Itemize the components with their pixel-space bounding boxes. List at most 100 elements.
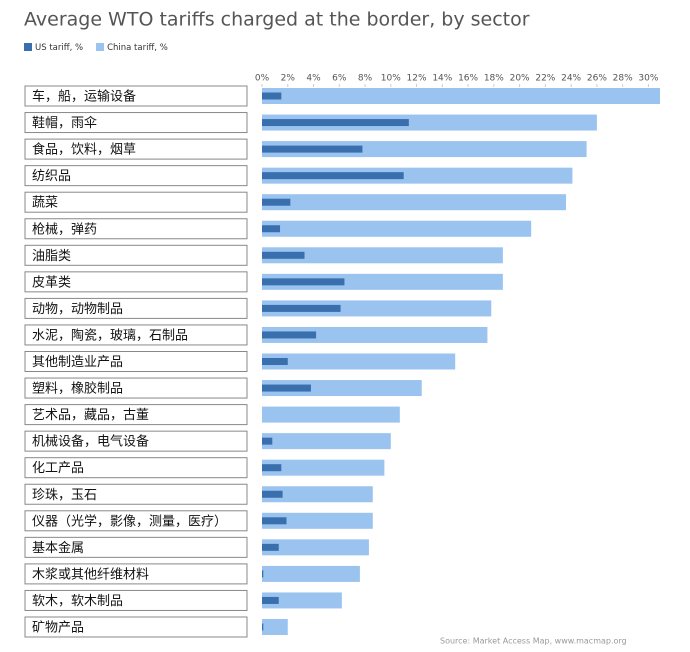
bar bbox=[262, 167, 573, 184]
bar bbox=[262, 194, 566, 211]
bar bbox=[262, 543, 279, 551]
bar bbox=[262, 596, 279, 604]
bar bbox=[262, 490, 283, 498]
category-box bbox=[24, 616, 248, 638]
category-box bbox=[24, 138, 248, 160]
source: Source: Market Access Map, www.macmap.or… bbox=[440, 637, 627, 646]
bar bbox=[262, 172, 404, 180]
bar bbox=[262, 433, 391, 450]
bar bbox=[262, 326, 488, 343]
y-tick-label: 油脂类 bbox=[32, 249, 71, 264]
category-box bbox=[24, 297, 248, 319]
category-box bbox=[24, 404, 248, 426]
bar bbox=[262, 464, 282, 472]
category-box bbox=[24, 244, 248, 266]
bar bbox=[262, 273, 503, 290]
y-tick-label: 仪器（光学，影像，测量，医疗） bbox=[32, 513, 227, 529]
x-tick-label: 0% bbox=[255, 74, 270, 84]
bar bbox=[262, 353, 456, 370]
category-box bbox=[24, 85, 248, 107]
bar bbox=[262, 119, 409, 127]
bar bbox=[262, 437, 273, 445]
category-box bbox=[24, 271, 248, 293]
bar bbox=[262, 141, 587, 158]
bar bbox=[262, 300, 492, 317]
bar bbox=[262, 304, 341, 312]
y-tick-label: 木浆或其他纤维材料 bbox=[32, 567, 149, 582]
x-tick-label: 16% bbox=[458, 74, 478, 84]
legend-label: US tariff, % bbox=[35, 43, 83, 53]
bar bbox=[262, 251, 305, 259]
category-box bbox=[24, 191, 248, 213]
bar bbox=[262, 565, 360, 582]
bar bbox=[262, 459, 385, 476]
bar bbox=[262, 220, 532, 237]
bar bbox=[262, 592, 342, 609]
bar bbox=[262, 517, 287, 525]
bar bbox=[262, 380, 422, 397]
category-box bbox=[24, 112, 248, 134]
bar bbox=[262, 384, 311, 392]
category-box bbox=[24, 589, 248, 611]
category-box bbox=[24, 430, 248, 452]
y-tick-label: 蔬菜 bbox=[32, 196, 58, 211]
y-tick-label: 矿物产品 bbox=[32, 621, 84, 636]
y-tick-label: 车，船，运输设备 bbox=[32, 89, 136, 105]
y-tick-label: 鞋帽，雨伞 bbox=[32, 115, 97, 131]
category-box bbox=[24, 165, 248, 187]
chart-title: Average WTO tariffs charged at the borde… bbox=[24, 9, 530, 31]
x-tick-label: 22% bbox=[535, 74, 555, 84]
y-tick-label: 其他制造业产品 bbox=[32, 355, 123, 370]
bar bbox=[262, 358, 288, 365]
x-tick-label: 20% bbox=[510, 74, 530, 84]
x-tick-label: 24% bbox=[561, 74, 581, 84]
bar bbox=[262, 512, 373, 529]
category-box bbox=[24, 510, 248, 532]
category-box bbox=[24, 483, 248, 505]
category-box bbox=[24, 563, 248, 585]
bar bbox=[262, 88, 660, 104]
y-tick-label: 化工产品 bbox=[32, 461, 84, 476]
y-tick-label: 软木，软木制品 bbox=[32, 594, 123, 609]
bar bbox=[262, 247, 503, 264]
bar bbox=[262, 198, 291, 206]
x-tick-label: 2% bbox=[281, 74, 296, 84]
legend-label: China tariff, % bbox=[107, 43, 168, 53]
bar bbox=[262, 623, 264, 631]
y-tick-label: 皮革类 bbox=[32, 275, 71, 290]
y-tick-label: 珍珠，玉石 bbox=[32, 488, 97, 503]
category-box bbox=[24, 324, 248, 346]
bar bbox=[262, 225, 281, 233]
bar bbox=[262, 619, 288, 635]
bar bbox=[262, 406, 400, 423]
bar bbox=[262, 539, 369, 556]
x-tick-label: 10% bbox=[381, 74, 401, 84]
bar bbox=[262, 114, 597, 131]
y-tick-label: 食品，饮料，烟草 bbox=[32, 142, 136, 158]
x-tick-label: 30% bbox=[638, 74, 658, 84]
bar bbox=[262, 145, 363, 153]
category-box bbox=[24, 377, 248, 399]
y-tick-label: 动物，动物制品 bbox=[32, 302, 123, 317]
bar bbox=[262, 486, 373, 503]
x-tick-label: 14% bbox=[432, 74, 452, 84]
x-tick-label: 26% bbox=[587, 74, 607, 84]
y-tick-label: 纺织品 bbox=[32, 169, 71, 184]
bar bbox=[262, 331, 317, 339]
y-tick-label: 基本金属 bbox=[32, 540, 84, 556]
x-tick-label: 8% bbox=[358, 74, 373, 84]
category-box bbox=[24, 351, 248, 372]
category-box bbox=[24, 218, 248, 240]
x-tick-label: 6% bbox=[332, 74, 347, 84]
y-tick-label: 水泥，陶瓷，玻璃，石制品 bbox=[32, 327, 188, 343]
x-tick-label: 12% bbox=[407, 74, 427, 84]
category-box bbox=[24, 536, 248, 558]
y-tick-label: 枪械，弹药 bbox=[32, 221, 97, 237]
legend-swatch bbox=[24, 43, 32, 51]
bar bbox=[262, 278, 345, 286]
bar bbox=[262, 92, 282, 100]
x-tick-label: 18% bbox=[484, 74, 504, 84]
x-tick-label: 28% bbox=[613, 74, 633, 84]
y-tick-label: 机械设备，电气设备 bbox=[32, 434, 149, 450]
